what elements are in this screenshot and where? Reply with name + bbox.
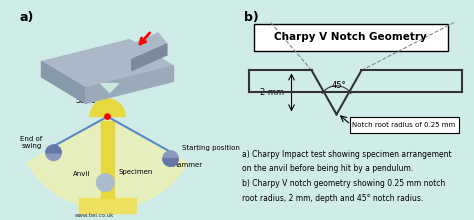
Circle shape bbox=[97, 174, 114, 191]
Text: a) Charpy Impact test showing specimen arrangement: a) Charpy Impact test showing specimen a… bbox=[242, 150, 451, 159]
Circle shape bbox=[46, 145, 61, 161]
Text: www.twi.co.uk: www.twi.co.uk bbox=[74, 213, 114, 218]
Wedge shape bbox=[46, 145, 61, 153]
Bar bbox=[101, 121, 114, 198]
Circle shape bbox=[105, 114, 110, 119]
Bar bbox=[79, 198, 136, 213]
Text: a): a) bbox=[19, 11, 34, 24]
Wedge shape bbox=[27, 117, 188, 209]
Text: 2 mm: 2 mm bbox=[261, 88, 284, 97]
Text: 45°: 45° bbox=[332, 81, 346, 90]
Text: root radius, 2 mm, depth and 45° notch radius.: root radius, 2 mm, depth and 45° notch r… bbox=[242, 194, 423, 203]
FancyBboxPatch shape bbox=[350, 117, 459, 133]
Polygon shape bbox=[85, 66, 173, 103]
Polygon shape bbox=[123, 33, 167, 59]
Text: Scale: Scale bbox=[75, 96, 96, 105]
Text: Specimen: Specimen bbox=[118, 169, 153, 175]
Circle shape bbox=[163, 151, 178, 166]
Polygon shape bbox=[42, 40, 173, 88]
Text: b): b) bbox=[244, 11, 259, 24]
Polygon shape bbox=[101, 84, 118, 92]
Text: on the anvil before being hit by a pendulum.: on the anvil before being hit by a pendu… bbox=[242, 164, 413, 173]
Wedge shape bbox=[163, 159, 178, 166]
Wedge shape bbox=[90, 99, 125, 117]
FancyBboxPatch shape bbox=[254, 24, 448, 51]
Polygon shape bbox=[132, 44, 167, 70]
Text: Hammer: Hammer bbox=[173, 162, 203, 168]
Polygon shape bbox=[42, 62, 85, 103]
Text: Charpy V Notch Geometry: Charpy V Notch Geometry bbox=[274, 32, 427, 42]
Text: b) Charpy V notch geometry showing 0.25 mm notch: b) Charpy V notch geometry showing 0.25 … bbox=[242, 179, 445, 188]
Text: Starting position: Starting position bbox=[182, 145, 239, 151]
Text: End of
swing: End of swing bbox=[20, 136, 43, 149]
Text: Notch root radius of 0.25 mm: Notch root radius of 0.25 mm bbox=[353, 122, 456, 128]
Text: Anvil: Anvil bbox=[73, 171, 90, 177]
